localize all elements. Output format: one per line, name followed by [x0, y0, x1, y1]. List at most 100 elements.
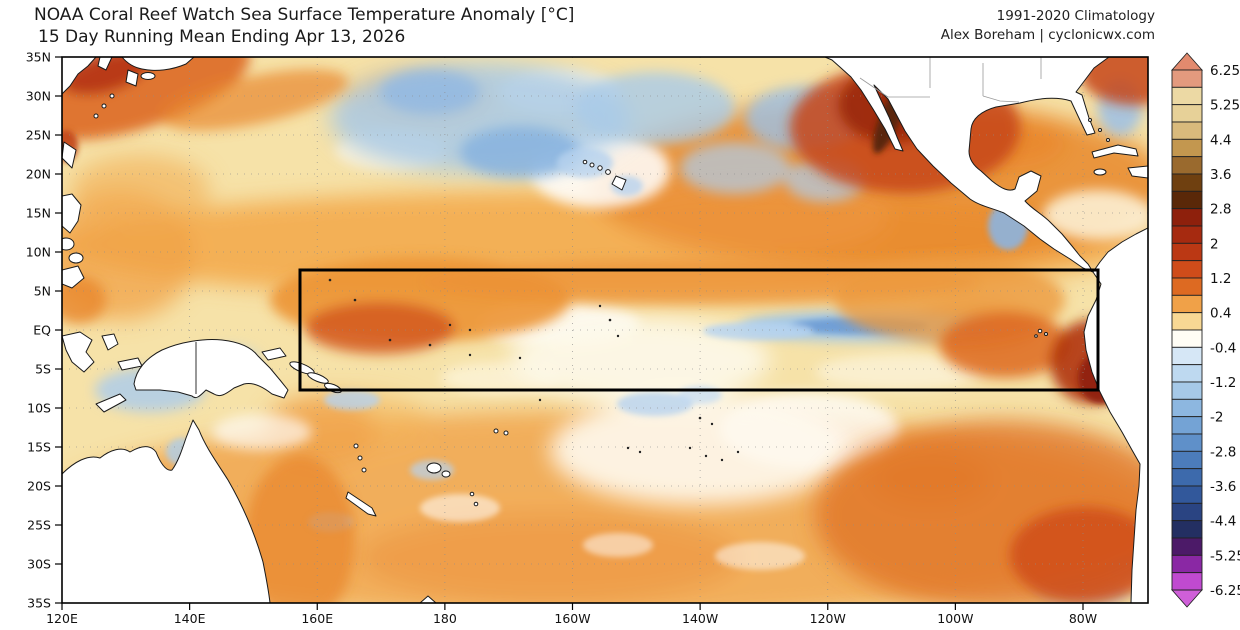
landmass-island: [428, 343, 432, 347]
landmass-new-britain: [261, 347, 287, 361]
landmass-island: [1044, 332, 1048, 336]
anomaly-blob: [380, 70, 480, 114]
landmass-island: [62, 237, 75, 251]
colorbar-segment: [1171, 156, 1203, 175]
landmass-island: [597, 165, 603, 171]
colorbar-segment: [1171, 520, 1203, 539]
landmass-island: [1088, 118, 1092, 122]
colorbar-label: -3.6: [1210, 479, 1236, 495]
colorbar-segment: [1171, 138, 1203, 158]
colorbar-label: 3.6: [1210, 167, 1231, 183]
landmass-island: [616, 334, 620, 338]
lat-tick-label: 30S: [27, 557, 51, 572]
colorbar-segment: [1171, 104, 1203, 123]
lat-tick-label: 35S: [27, 596, 51, 611]
anomaly-blob: [324, 390, 380, 410]
landmass-island: [307, 372, 329, 384]
anomaly-blob: [940, 312, 1070, 378]
colorbar-segment: [1171, 312, 1203, 331]
page-subtitle: 15 Day Running Mean Ending Apr 13, 2026: [38, 27, 406, 47]
landmass-fiji: [426, 462, 442, 474]
colorbar-segment: [1171, 433, 1203, 452]
colorbar-segment: [1171, 364, 1203, 383]
colorbar-segment: [1171, 277, 1203, 296]
landmass-north-america: [824, 57, 1110, 273]
anomaly-blob: [1010, 507, 1148, 603]
colorbar-label: 1.2: [1210, 271, 1231, 287]
lat-tick-label: 5N: [34, 284, 51, 299]
climatology-label: 1991-2020 Climatology: [996, 8, 1155, 24]
anomaly-blob: [265, 395, 375, 465]
anomaly-blob: [62, 276, 106, 324]
anomaly-blob: [360, 513, 740, 603]
anomaly-blob: [703, 322, 813, 340]
landmass-island: [1106, 138, 1110, 142]
colorbar-segment: [1171, 554, 1203, 574]
lon-tick-label: 160W: [554, 611, 590, 626]
landmass-korea: [97, 57, 113, 71]
landmass-luzon: [62, 193, 82, 234]
lon-tick-label: 120W: [810, 611, 846, 626]
lon-tick-label: 140E: [174, 611, 206, 626]
colorbar-segment: [1171, 416, 1203, 435]
landmass-island: [357, 455, 363, 461]
lat-tick-label: 30N: [26, 89, 51, 104]
lon-tick-label: 100W: [937, 611, 973, 626]
colorbar-label: -2.8: [1210, 444, 1236, 460]
landmass-new-guinea: [133, 339, 289, 399]
colorbar-label: 2: [1210, 236, 1219, 252]
landmass-island: [688, 446, 692, 450]
landmass-island: [638, 450, 642, 454]
colorbar-segment: [1171, 329, 1203, 348]
lat-tick-label: 10N: [26, 245, 51, 260]
colorbar-segment: [1171, 294, 1203, 314]
landmass-island: [859, 77, 889, 98]
landmass-island: [361, 467, 367, 473]
landmass-kyushu: [125, 69, 139, 87]
landmass-island: [68, 252, 84, 264]
lat-tick-label: 10S: [27, 401, 51, 416]
landmass-jamaica: [1093, 168, 1107, 176]
colorbar-segment: [1171, 381, 1203, 400]
anomaly-blob: [62, 57, 251, 141]
anomaly-blob: [70, 155, 210, 225]
map-credits: 1991-2020 Climatology Alex Boreham | cyc…: [941, 7, 1155, 45]
landmass-galapagos: [1037, 328, 1043, 334]
landmass-island: [469, 491, 475, 497]
landmass-island: [468, 353, 472, 357]
landmass-island: [353, 443, 359, 449]
colorbar-label: -2: [1210, 410, 1223, 426]
colorbar-arrow-top: [1171, 52, 1203, 71]
landmass-south-america: [1083, 227, 1148, 603]
landmass-new-zealand-tip: [419, 595, 437, 603]
colorbar-label: 2.8: [1210, 202, 1231, 218]
landmass-island: [605, 169, 611, 175]
colorbar: [1171, 52, 1203, 608]
landmass-island: [353, 298, 357, 302]
landmass-island: [608, 318, 612, 322]
colorbar-label: -0.4: [1210, 340, 1236, 356]
landmass-island: [503, 430, 509, 436]
landmass-cuba: [1091, 144, 1139, 159]
colorbar-segment: [1171, 346, 1203, 366]
colorbar-label: 5.25: [1210, 98, 1240, 114]
graticule: [62, 57, 1148, 603]
colorbar-segment: [1171, 121, 1203, 140]
colorbar-segment: [1171, 190, 1203, 210]
page-title: NOAA Coral Reef Watch Sea Surface Temper…: [34, 5, 575, 25]
lat-tick-label: 15N: [26, 206, 51, 221]
landmass-island: [1034, 334, 1038, 338]
lat-tick-label: EQ: [33, 323, 51, 338]
lat-tick-label: 15S: [27, 440, 51, 455]
anomaly-blob: [245, 455, 355, 603]
landmass-island: [720, 458, 724, 462]
landmass-island: [109, 93, 115, 99]
landmass-island: [710, 422, 714, 426]
colorbar-segment: [1171, 260, 1203, 279]
landmass-island: [698, 416, 702, 420]
landmass-island: [388, 338, 392, 342]
landmass-asia-coast: [62, 57, 97, 95]
landmass-island: [598, 304, 602, 308]
landmasses: [62, 57, 1148, 603]
colorbar-segment: [1171, 208, 1203, 227]
